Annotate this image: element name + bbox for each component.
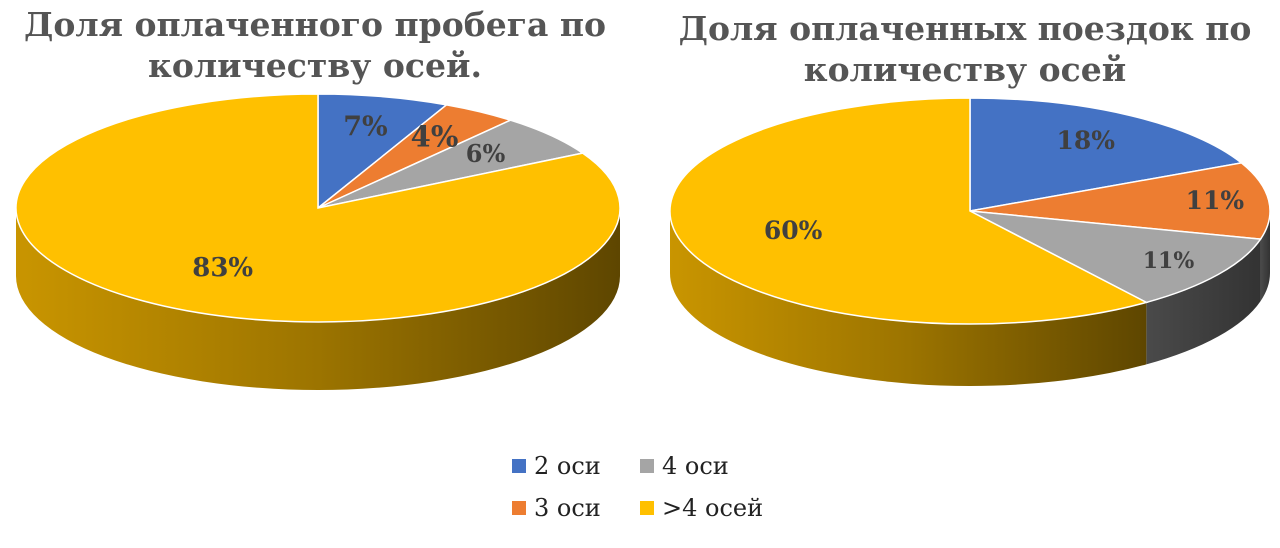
pie1-label-2-оси: 18% [1056, 126, 1115, 155]
pie0-side-more-4-осей [16, 208, 620, 390]
legend-label-2-axles: 2 оси [534, 452, 601, 480]
legend-label-4-axles: 4 оси [662, 452, 729, 480]
chart-title-trips: Доля оплаченных поездок по количеству ос… [678, 9, 1252, 89]
pie1-slice-4-оси [969, 210, 1262, 304]
pie1-side-4-оси [1146, 239, 1261, 365]
pie0-slice-2-оси [317, 93, 449, 210]
pie0-slice-more-4-осей [15, 93, 621, 323]
legend-item-more-axles: >4 осей [640, 494, 763, 522]
legend-swatch-3-axles [512, 501, 526, 515]
legend-item-4-axles: 4 оси [640, 452, 729, 480]
legend-label-more-axles: >4 осей [662, 494, 764, 522]
legend-label-3-axles: 3 оси [534, 494, 601, 522]
pie0-label-2-оси: 7% [343, 111, 387, 142]
pie1-label-3-оси: 11% [1186, 186, 1245, 215]
pie1-side-3-оси [1260, 211, 1270, 302]
pie1-slice-more-4-осей [669, 97, 1149, 325]
pie0-label-more-4-осей: 83% [192, 253, 253, 283]
pie1-slice-2-оси [969, 97, 1244, 212]
pie0-label-3-оси: 4% [411, 120, 459, 154]
pie1-label-more-4-осей: 60% [764, 216, 823, 245]
legend-swatch-2-axles [512, 459, 526, 473]
legend-item-2-axles: 2 оси [512, 452, 601, 480]
pie1-slice-3-оси [969, 162, 1271, 240]
legend-swatch-4-axles [640, 459, 654, 473]
legend-swatch-more-axles [640, 501, 654, 515]
chart-title-mileage: Доля оплаченного пробега по количеству о… [24, 5, 606, 85]
pie1-label-4-оси: 11% [1143, 248, 1195, 274]
pie-chart-mileage: 7% 4% 6% 83% [15, 93, 621, 390]
legend: 2 оси 4 оси 3 оси >4 осей [512, 452, 812, 532]
pie-chart-trips: 18% 11% 11% 60% [669, 97, 1271, 386]
pie0-label-4-оси: 6% [466, 139, 506, 168]
pie1-side-more-4-осей [670, 211, 1147, 386]
legend-item-3-axles: 3 оси [512, 494, 601, 522]
